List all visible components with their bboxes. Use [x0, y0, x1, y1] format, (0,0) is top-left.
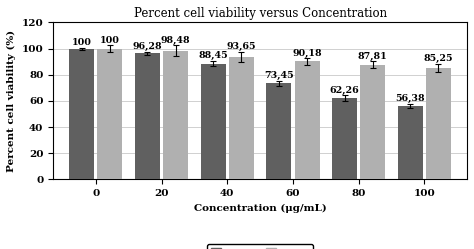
Text: 100: 100: [72, 38, 91, 47]
Bar: [229, 57, 254, 179]
Legend: PCN, PCB: PCN, PCB: [207, 244, 313, 249]
Text: 93,65: 93,65: [227, 42, 256, 51]
Text: 100: 100: [100, 36, 120, 45]
Bar: [98, 49, 122, 179]
Bar: [360, 64, 385, 179]
X-axis label: Concentration (μg/mL): Concentration (μg/mL): [194, 204, 327, 213]
Y-axis label: Percent cell viability (%): Percent cell viability (%): [7, 30, 16, 172]
Bar: [398, 106, 423, 179]
Bar: [332, 98, 357, 179]
Text: 73,45: 73,45: [264, 71, 293, 80]
Bar: [426, 68, 451, 179]
Text: 87,81: 87,81: [358, 52, 388, 61]
Bar: [294, 62, 319, 179]
Bar: [266, 83, 292, 179]
Text: 56,38: 56,38: [395, 94, 425, 103]
Text: 88,45: 88,45: [198, 52, 228, 61]
Text: 85,25: 85,25: [424, 54, 453, 63]
Title: Percent cell viability versus Concentration: Percent cell viability versus Concentrat…: [134, 7, 387, 20]
Bar: [135, 54, 160, 179]
Bar: [201, 64, 226, 179]
Text: 90,18: 90,18: [292, 49, 322, 58]
Text: 96,28: 96,28: [133, 42, 162, 51]
Bar: [163, 51, 188, 179]
Text: 98,48: 98,48: [161, 36, 191, 45]
Bar: [69, 49, 94, 179]
Text: 62,26: 62,26: [329, 86, 359, 95]
